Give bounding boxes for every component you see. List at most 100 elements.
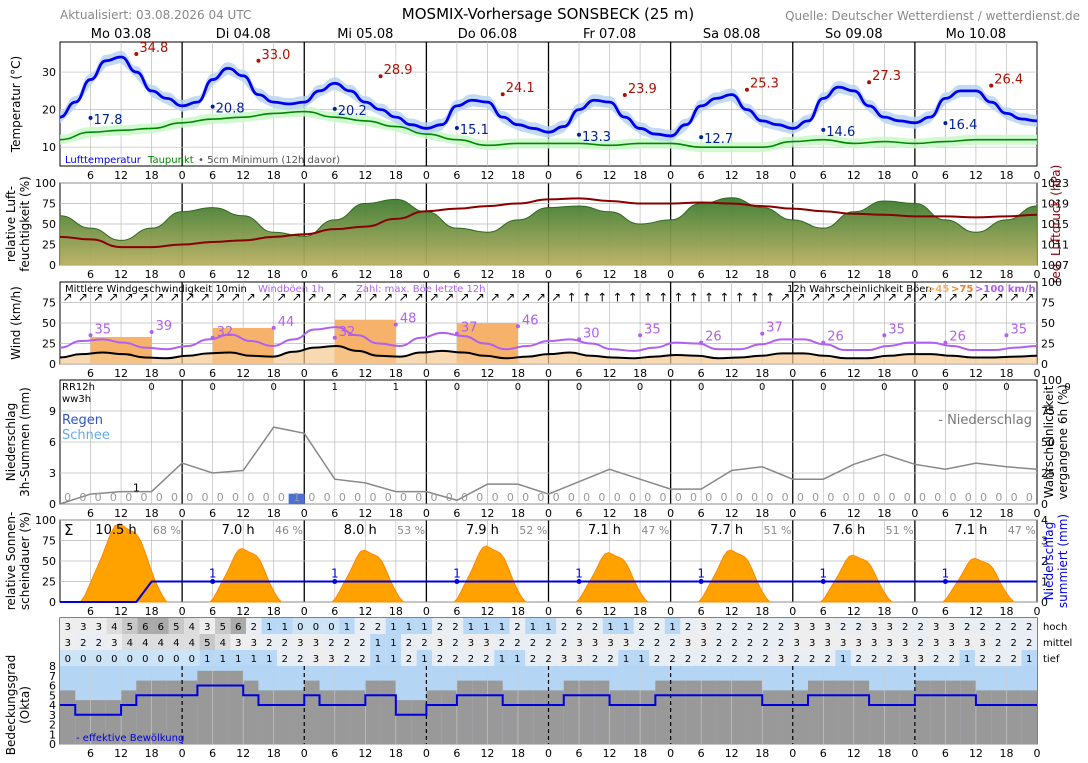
cloud-cover-bar bbox=[960, 680, 976, 744]
cloud-row-label: tief bbox=[1043, 654, 1060, 665]
cloud-table-value: 3 bbox=[576, 638, 582, 649]
y-tick-label: 7 bbox=[49, 670, 56, 683]
cloud-table-value: 2 bbox=[1026, 638, 1032, 649]
legend-snow: Schnee bbox=[62, 428, 110, 443]
cloud-table-value: 0 bbox=[297, 622, 303, 633]
cloud-table-value: 3 bbox=[297, 638, 303, 649]
cloud-table-value: 0 bbox=[65, 654, 71, 665]
cloud-cover-bar bbox=[456, 680, 473, 744]
y-tick-label: 75 bbox=[42, 198, 56, 211]
chart-header: Aktualisiert: 03.08.2026 04 UTC MOSMIX-V… bbox=[60, 5, 1080, 23]
x-tick-label: 18 bbox=[267, 169, 281, 182]
cloud-table-cell bbox=[664, 618, 681, 634]
sum-symbol: Σ bbox=[64, 521, 73, 539]
max-label: 28.9 bbox=[384, 63, 413, 78]
wind-direction-arrow: ↗ bbox=[200, 290, 210, 304]
legend-effective-cloud: - effektive Bewölkung bbox=[76, 733, 184, 744]
cloud-cover-bar bbox=[1006, 690, 1022, 744]
precip-value-label: 0 bbox=[797, 491, 804, 504]
cloud-table-value: 2 bbox=[778, 622, 784, 633]
min-label: 20.2 bbox=[338, 104, 367, 119]
cloud-table-cell bbox=[215, 650, 231, 666]
max-gust-label: 48 bbox=[400, 312, 417, 327]
x-tick-label: 12 bbox=[236, 605, 250, 618]
cloud-table-cell bbox=[881, 650, 898, 666]
day-label: Mo 10.08 bbox=[946, 27, 1007, 42]
max-gust-label: 39 bbox=[156, 319, 173, 334]
cloud-table-value: 2 bbox=[824, 654, 830, 665]
precip-value-label: 0 bbox=[568, 491, 575, 504]
wind-direction-arrow: ↗ bbox=[841, 290, 851, 304]
x-tick-label: 18 bbox=[633, 747, 647, 760]
wind-direction-arrow: ↗ bbox=[578, 288, 595, 305]
y-axis-label: (Okta) bbox=[18, 686, 32, 724]
cloud-table-cell bbox=[850, 618, 867, 634]
cloud-table-value: 4 bbox=[127, 638, 133, 649]
cloud-table-value: 2 bbox=[452, 654, 458, 665]
precip-value-label: 0 bbox=[232, 491, 239, 504]
max-marker bbox=[500, 92, 505, 97]
x-tick-label: 12 bbox=[969, 605, 983, 618]
cloud-table-cell bbox=[587, 618, 603, 634]
precip-value-label: 0 bbox=[415, 491, 422, 504]
cum-precip-marker bbox=[332, 579, 338, 584]
cum-precip-label: 1 bbox=[697, 567, 705, 581]
cloud-cover-bar bbox=[914, 680, 931, 744]
x-tick-label: 6 bbox=[820, 507, 827, 520]
cloud-cover-bar bbox=[991, 690, 1007, 744]
cloud-table-cell bbox=[618, 634, 634, 650]
x-tick-label: 18 bbox=[145, 268, 159, 281]
cloud-table-value: 2 bbox=[716, 638, 722, 649]
x-tick-label: 6 bbox=[87, 268, 94, 281]
cloud-cover-bar bbox=[212, 670, 228, 744]
cloud-table-value: 2 bbox=[747, 654, 753, 665]
x-tick-label: 12 bbox=[847, 169, 861, 182]
y2-tick-label: 1015 bbox=[1041, 218, 1069, 231]
cloud-table-cell bbox=[463, 650, 479, 666]
precip-value-label: 0 bbox=[522, 491, 529, 504]
x-tick-label: 6 bbox=[209, 507, 216, 520]
y2-tick-label: 0 bbox=[1041, 498, 1048, 511]
precip-value-label: 0 bbox=[400, 491, 407, 504]
wind-panel: 0 25 50 75 0 25 50 75 100 6 12 18 0 6 12 18 0 6 12 18 0 6 12 18… bbox=[9, 276, 1062, 380]
x-tick-label: 6 bbox=[331, 747, 338, 760]
cloud-table-cell bbox=[695, 650, 712, 666]
x-tick-label: 12 bbox=[603, 169, 617, 182]
y-axis-label: 3h-Summen (mm) bbox=[18, 387, 32, 497]
x-tick-label: 18 bbox=[389, 169, 403, 182]
x-tick-label: 0 bbox=[423, 367, 430, 380]
cloud-table-cell bbox=[819, 618, 836, 634]
max-gust-marker bbox=[577, 337, 582, 342]
cloud-table-cell bbox=[60, 618, 76, 634]
precip-value-label: 0 bbox=[553, 491, 560, 504]
wind-direction-arrow: ↗ bbox=[639, 288, 656, 305]
cloud-table-cell bbox=[726, 650, 743, 666]
x-tick-label: 6 bbox=[820, 747, 827, 760]
y-tick-label: 50 bbox=[42, 555, 56, 568]
cloud-table-value: 3 bbox=[623, 638, 629, 649]
x-tick-label: 12 bbox=[603, 268, 617, 281]
cloud-table-cell bbox=[602, 618, 619, 634]
cloud-table-cell bbox=[742, 650, 758, 666]
cloud-table-cell bbox=[928, 634, 944, 650]
min-marker bbox=[821, 127, 826, 132]
cloud-table-value: 2 bbox=[638, 622, 644, 633]
cloud-row-label: mittel bbox=[1043, 638, 1072, 649]
precip-value-label: 0 bbox=[476, 491, 483, 504]
cum-precip-label: 1 bbox=[819, 567, 827, 581]
cloud-table-value: 3 bbox=[824, 622, 830, 633]
cloud-table-cell bbox=[494, 634, 510, 650]
x-tick-label: 18 bbox=[633, 507, 647, 520]
cloud-table-value: 2 bbox=[731, 654, 737, 665]
cloud-table-cell bbox=[943, 650, 960, 666]
x-tick-label: 0 bbox=[301, 169, 308, 182]
x-tick-label: 6 bbox=[576, 507, 583, 520]
cloud-table-value: 0 bbox=[127, 654, 133, 665]
x-tick-label: 6 bbox=[942, 367, 949, 380]
cloud-cover-bar bbox=[426, 690, 442, 744]
cloud-table-value: 3 bbox=[855, 638, 861, 649]
cloud-table-cell bbox=[75, 650, 92, 666]
day-label: Fr 07.08 bbox=[583, 27, 636, 42]
cloud-table-value: 1 bbox=[964, 654, 970, 665]
sunshine-hours-label: 7.6 h bbox=[832, 523, 865, 538]
